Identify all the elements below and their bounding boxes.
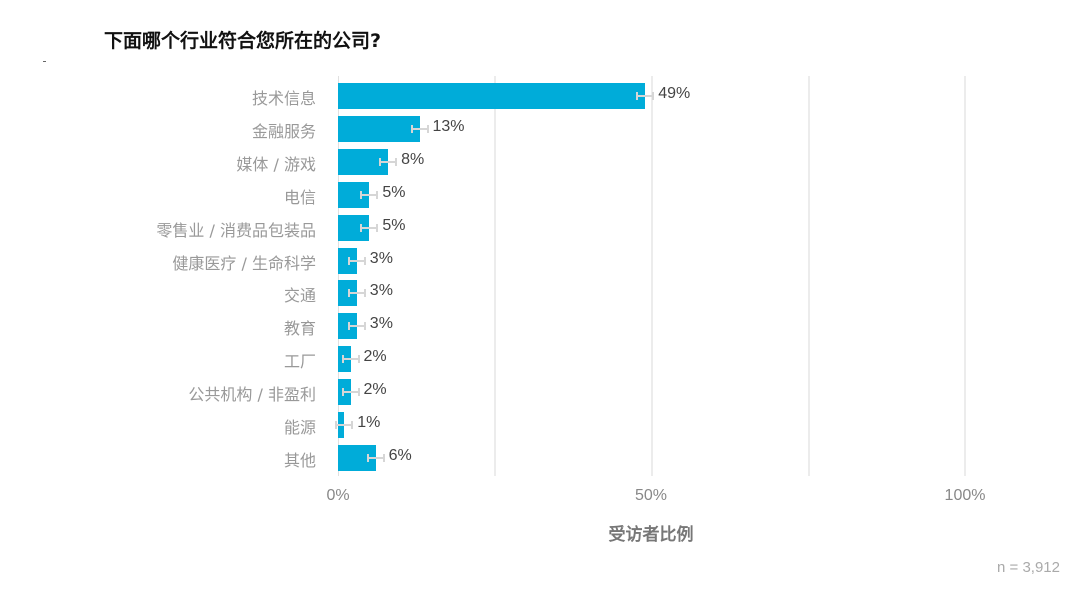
category-label: 金融服务 xyxy=(251,121,316,141)
sample-size: n = 3,912 xyxy=(997,559,1060,576)
error-bar xyxy=(636,92,655,100)
gridline-75 xyxy=(808,76,810,476)
bar xyxy=(338,83,646,109)
x-tick-0: 0% xyxy=(326,487,350,504)
category-label: 电信 xyxy=(283,187,316,207)
category-label: 交通 xyxy=(283,286,316,306)
error-bar xyxy=(410,124,429,133)
x-tick-100: 100% xyxy=(944,487,986,504)
value-label: 5% xyxy=(382,216,406,234)
gridline-50 xyxy=(651,76,653,476)
value-label: 3% xyxy=(369,249,393,267)
chart-title: 下面哪个行业符合您所在的公司? xyxy=(104,30,382,52)
bar xyxy=(338,313,357,340)
value-label: 2% xyxy=(363,381,387,399)
error-bar xyxy=(335,421,354,429)
error-bar xyxy=(347,256,366,265)
error-bar xyxy=(366,453,385,462)
category-label: 公共机构 / 非盈利 xyxy=(188,385,316,405)
value-label: 2% xyxy=(363,348,387,366)
category-label: 能源 xyxy=(283,418,316,437)
value-label: 6% xyxy=(388,446,412,464)
value-label: 1% xyxy=(357,414,381,431)
bar xyxy=(338,247,357,274)
error-bar xyxy=(379,157,398,166)
error-bar xyxy=(347,322,366,331)
error-bar xyxy=(341,355,360,364)
plot-area: 49% 13% 8% 5% 5% 3% 3% 3% 2% 2% 1% 6% xyxy=(335,76,966,476)
error-bar xyxy=(347,289,366,298)
bar xyxy=(338,115,420,142)
category-label: 技术信息 xyxy=(251,89,316,108)
error-bar xyxy=(341,388,360,397)
x-axis-label: 受访者比例 xyxy=(608,525,694,545)
value-label: 49% xyxy=(658,85,691,102)
value-label: 5% xyxy=(382,183,406,201)
category-label: 健康医疗 / 生命科学 xyxy=(172,253,316,273)
decorative-dash xyxy=(43,61,46,62)
category-label: 媒体 / 游戏 xyxy=(236,154,316,174)
value-label: 3% xyxy=(369,282,393,300)
category-label: 零售业 / 消费品包装品 xyxy=(156,220,316,240)
category-label: 工厂 xyxy=(283,352,316,372)
x-tick-50: 50% xyxy=(634,487,668,504)
value-label: 13% xyxy=(432,117,465,135)
error-bar xyxy=(360,190,379,199)
y-axis-line xyxy=(338,76,339,476)
category-label: 教育 xyxy=(283,319,316,339)
error-bar xyxy=(360,223,379,232)
gridline-25 xyxy=(494,76,496,476)
bar xyxy=(338,280,357,307)
gridline-100 xyxy=(964,76,966,476)
category-label: 其他 xyxy=(283,450,316,470)
value-label: 3% xyxy=(369,315,393,333)
value-label: 8% xyxy=(401,150,425,168)
